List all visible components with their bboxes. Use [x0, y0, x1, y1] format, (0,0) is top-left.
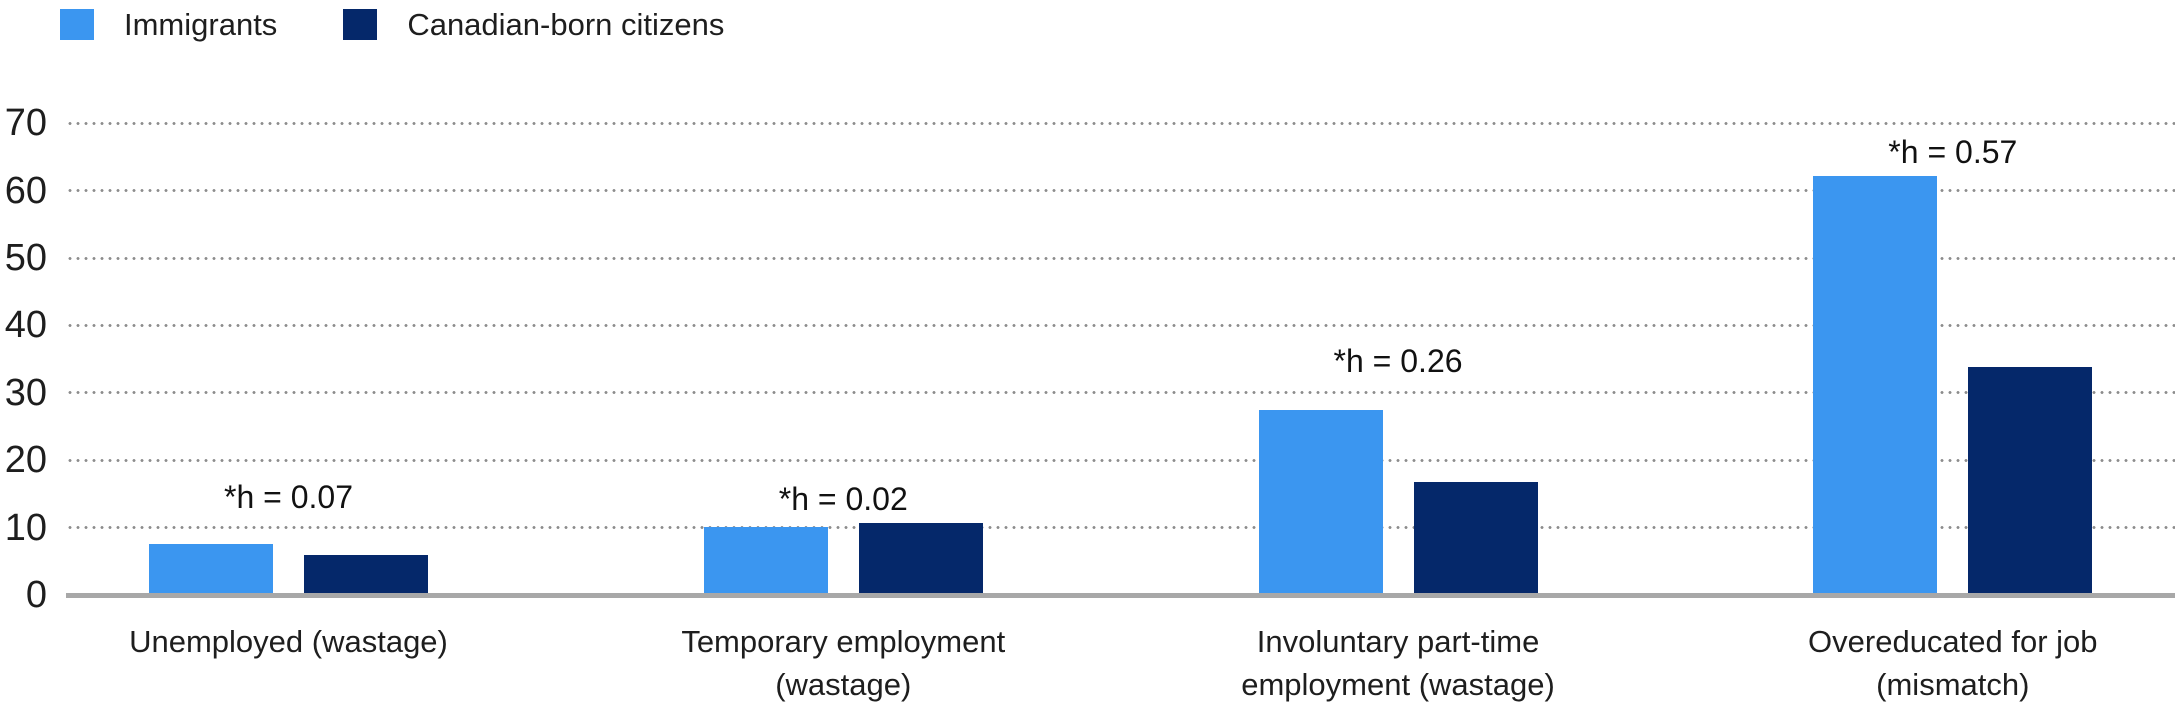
category-label: Involuntary part-time employment (wastage…	[1118, 620, 1678, 706]
legend: Immigrants Canadian-born citizens	[60, 8, 724, 41]
bar-canadian-born	[1413, 482, 1538, 593]
y-axis-tick-label: 10	[4, 506, 47, 549]
grid-line	[66, 256, 2175, 260]
bar-annotation: *h = 0.57	[1888, 134, 2018, 171]
y-axis-tick-label: 40	[4, 304, 47, 347]
legend-label-immigrants: Immigrants	[124, 7, 278, 42]
y-axis-tick-label: 60	[4, 169, 47, 212]
category-label-line: Involuntary part-time	[1256, 624, 1540, 659]
bar-canadian-born	[1968, 367, 2093, 593]
category-label: Unemployed (wastage)	[9, 620, 569, 663]
category-label-line: Temporary employment	[681, 624, 1006, 659]
category-label-line: (wastage)	[775, 667, 912, 702]
category-label: Temporary employment (wastage)	[563, 620, 1123, 706]
legend-item-immigrants: Immigrants	[60, 8, 277, 41]
category-label-line: Overeducated for job	[1808, 624, 2098, 659]
grid-line	[66, 526, 2175, 530]
y-axis-tick-label: 70	[4, 102, 47, 145]
category-label-line: employment (wastage)	[1241, 667, 1555, 702]
bar-immigrants	[703, 526, 828, 593]
grid-line	[66, 121, 2175, 125]
grid-line	[66, 391, 2175, 395]
y-axis-tick-label: 20	[4, 439, 47, 482]
bar-immigrants	[149, 544, 273, 593]
bar-annotation: *h = 0.26	[1333, 343, 1463, 380]
x-axis-line	[66, 593, 2175, 598]
category-label-line: Unemployed (wastage)	[129, 624, 448, 659]
category-label: Overeducated for job (mismatch)	[1673, 620, 2183, 706]
bar-canadian-born	[304, 555, 428, 593]
legend-label-canadian-born: Canadian-born citizens	[407, 7, 725, 42]
legend-swatch-immigrants-icon	[60, 9, 94, 40]
bar-immigrants	[1258, 409, 1383, 593]
bar-annotation: *h = 0.02	[778, 481, 908, 518]
bar-canadian-born	[858, 522, 983, 593]
y-axis-tick-label: 0	[25, 574, 47, 616]
category-label-line: (mismatch)	[1876, 667, 2030, 702]
bar-annotation: *h = 0.07	[224, 479, 353, 516]
legend-item-canadian-born: Canadian-born citizens	[343, 8, 724, 41]
bar-immigrants	[1813, 176, 1938, 593]
grid-line	[66, 323, 2175, 327]
grid-line	[66, 189, 2175, 193]
y-axis-tick-label: 30	[4, 371, 47, 414]
y-axis-tick-label: 50	[4, 237, 47, 279]
grid-line	[66, 458, 2175, 462]
legend-swatch-canadian-born-icon	[343, 9, 378, 40]
